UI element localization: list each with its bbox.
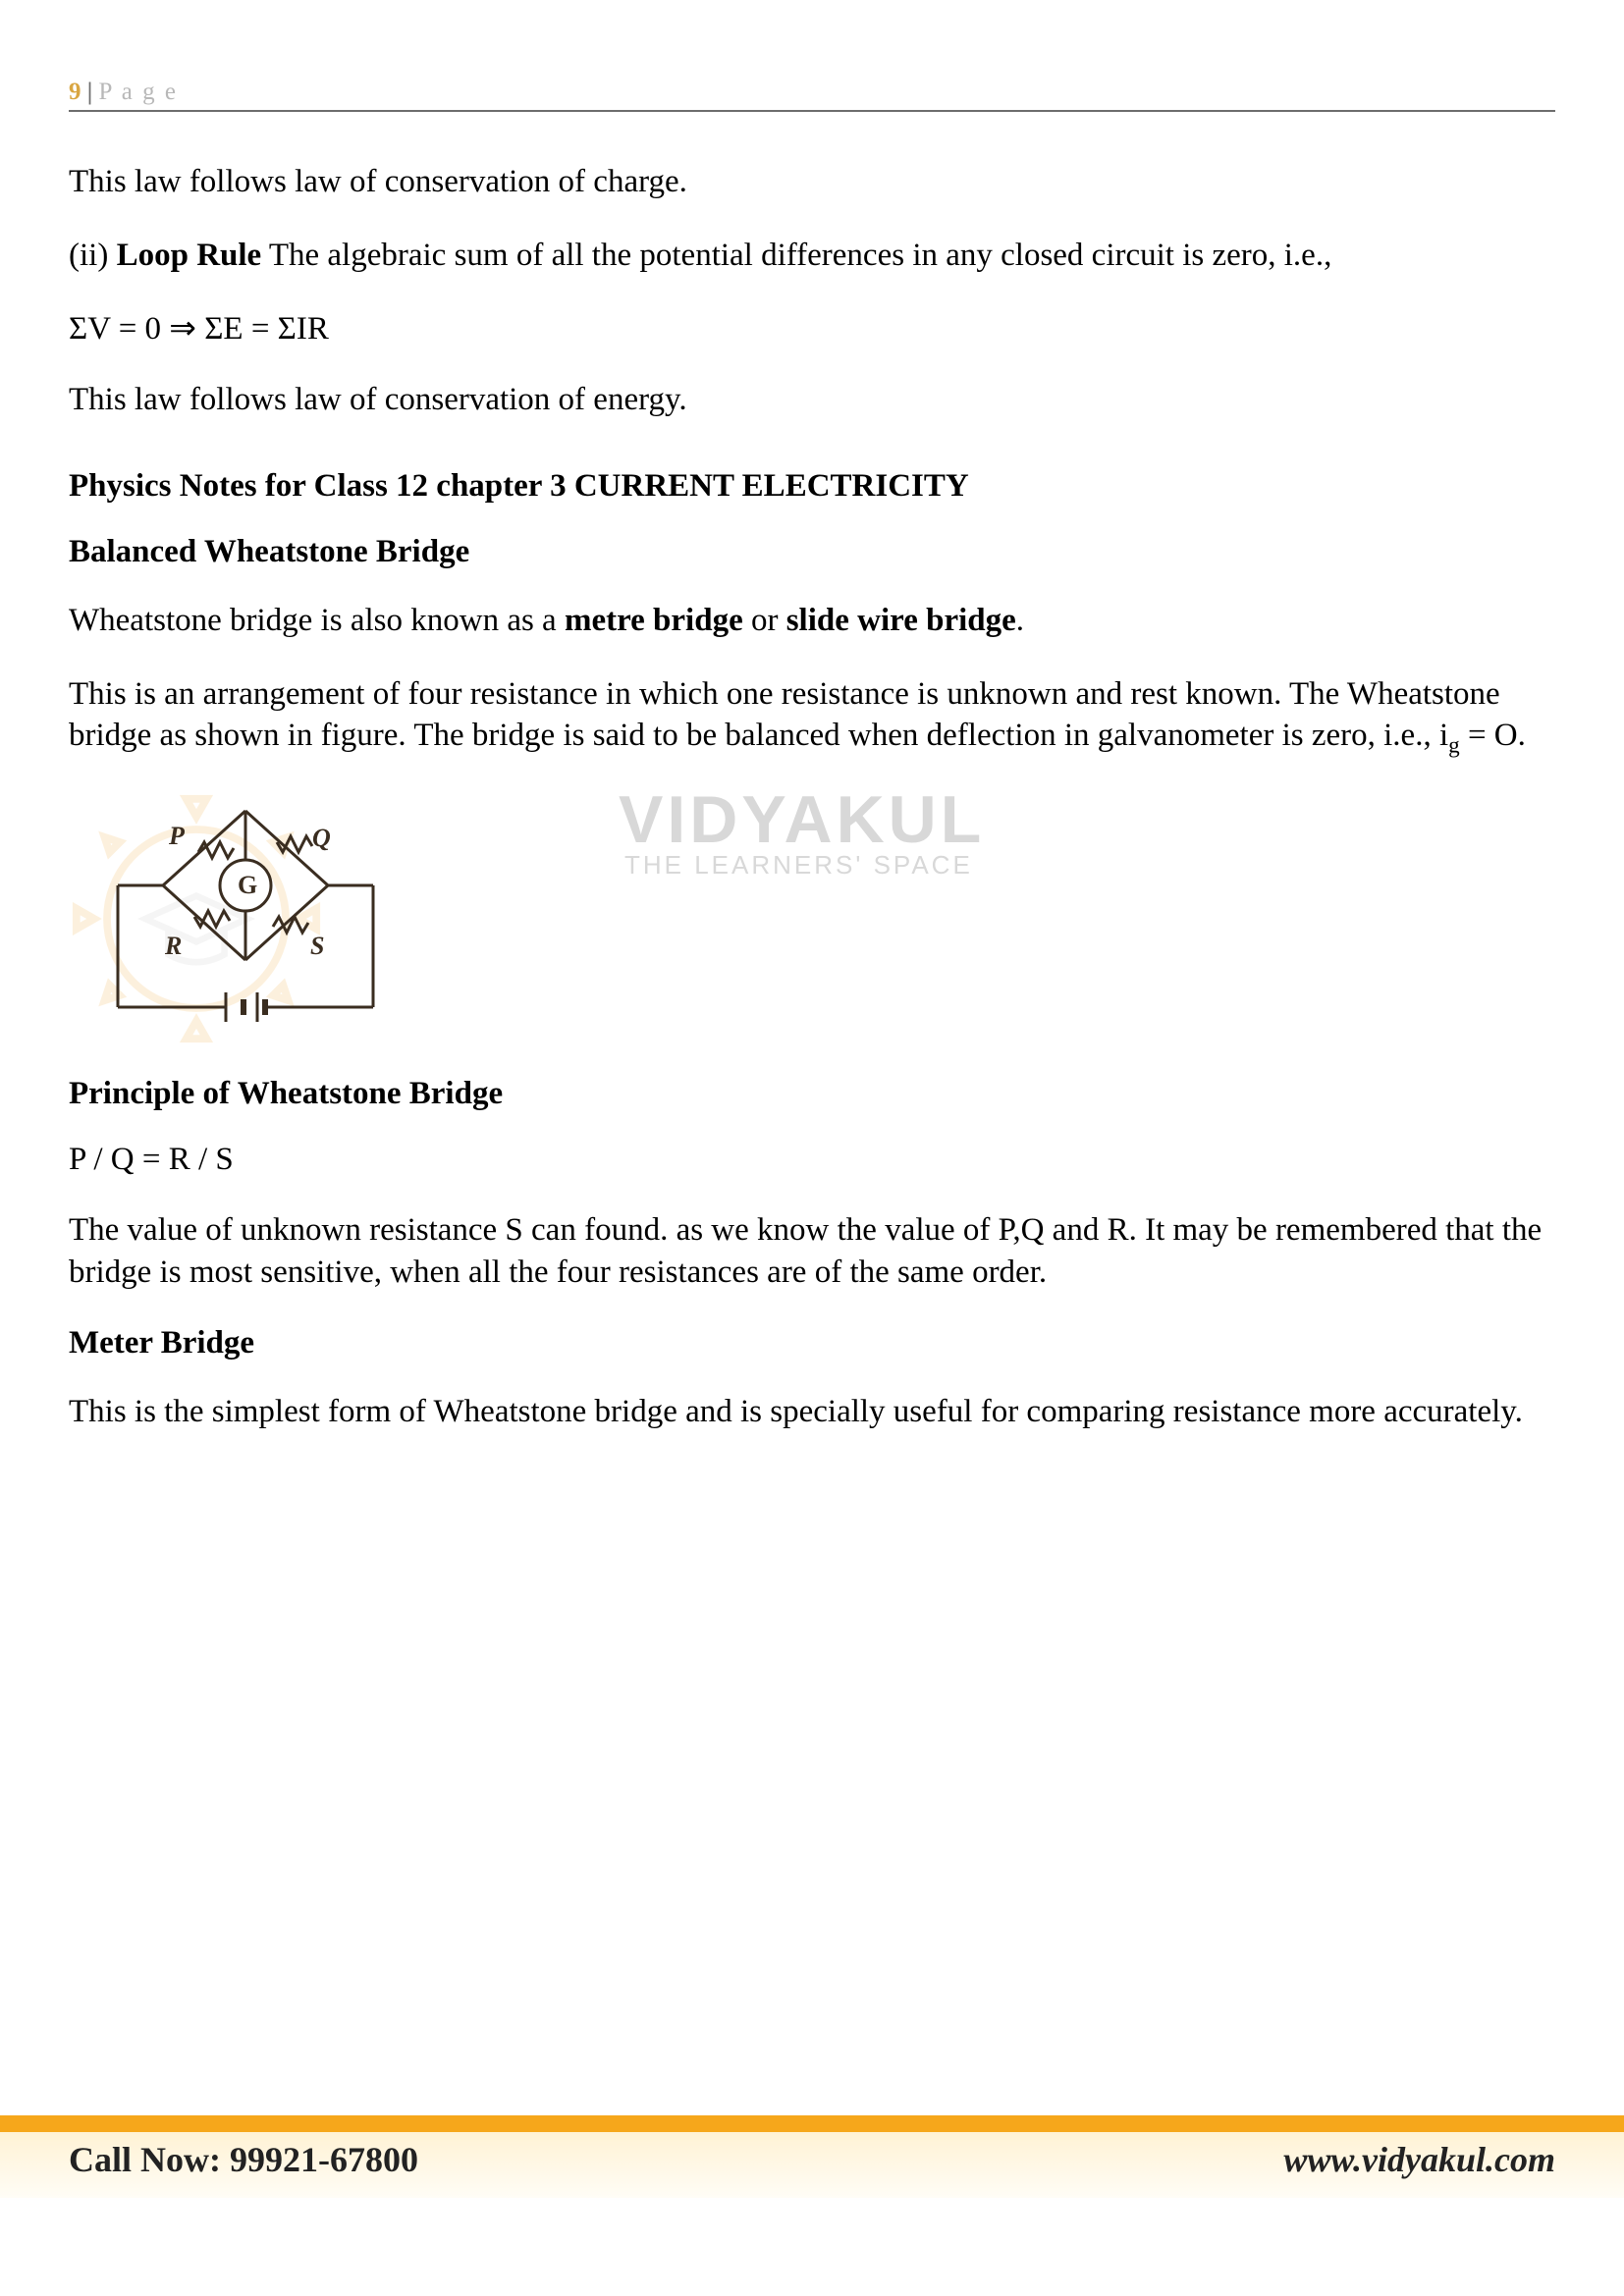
subsection-heading: Balanced Wheatstone Bridge xyxy=(69,534,1555,570)
term-slide-wire-bridge: slide wire bridge xyxy=(786,603,1016,638)
body-text-run: . xyxy=(1016,603,1024,638)
body-text-run: Wheatstone bridge is also known as a xyxy=(69,603,565,638)
body-text: This law follows law of conservation of … xyxy=(69,379,1555,421)
diagram-label-g: G xyxy=(238,871,257,899)
page-number-value: 9 xyxy=(69,79,81,105)
body-text-run: This is an arrangement of four resistanc… xyxy=(69,676,1500,754)
watermark-title: VIDYAKUL xyxy=(619,781,985,858)
body-text-run: or xyxy=(743,603,786,638)
watermark: VIDYAKUL THE LEARNERS' SPACE xyxy=(619,781,985,881)
equation: ΣV = 0 ⇒ ΣE = ΣIR xyxy=(69,308,1555,347)
body-text: This is an arrangement of four resistanc… xyxy=(69,673,1555,761)
wheatstone-diagram-block: VIDYAKUL THE LEARNERS' SPACE xyxy=(69,791,1555,1046)
equation: P / Q = R / S xyxy=(69,1142,1555,1178)
footer-call-now: Call Now: 99921-67800 xyxy=(69,2139,418,2180)
term-loop-rule: Loop Rule xyxy=(117,238,262,273)
body-text: This is the simplest form of Wheatstone … xyxy=(69,1391,1555,1433)
diagram-label-q: Q xyxy=(312,824,331,852)
body-text: This law follows law of conservation of … xyxy=(69,161,1555,203)
term-metre-bridge: metre bridge xyxy=(565,603,743,638)
watermark-subtitle: THE LEARNERS' SPACE xyxy=(624,850,985,881)
subsection-heading: Principle of Wheatstone Bridge xyxy=(69,1076,1555,1112)
body-text: The value of unknown resistance S can fo… xyxy=(69,1209,1555,1294)
diagram-label-p: P xyxy=(168,822,186,850)
section-heading: Physics Notes for Class 12 chapter 3 CUR… xyxy=(69,468,1555,505)
body-text: (ii) Loop Rule The algebraic sum of all … xyxy=(69,235,1555,277)
footer-website: www.vidyakul.com xyxy=(1283,2139,1555,2180)
subsection-heading: Meter Bridge xyxy=(69,1325,1555,1362)
diagram-label-r: R xyxy=(164,932,182,960)
diagram-label-s: S xyxy=(310,932,324,960)
page-number-sep: | xyxy=(81,79,99,105)
body-text: Wheatstone bridge is also known as a met… xyxy=(69,600,1555,642)
page-footer: Call Now: 99921-67800 www.vidyakul.com xyxy=(0,2115,1624,2198)
list-marker: (ii) xyxy=(69,238,117,273)
body-text-run: The algebraic sum of all the potential d… xyxy=(261,238,1331,273)
page-number-label: P a g e xyxy=(99,79,178,105)
subscript: g xyxy=(1448,732,1460,758)
body-text-run: = O. xyxy=(1460,718,1526,753)
page-header: 9 | P a g e xyxy=(69,79,1555,112)
page-number: 9 | P a g e xyxy=(69,79,1555,106)
wheatstone-bridge-diagram: P Q R S G xyxy=(69,791,432,1046)
